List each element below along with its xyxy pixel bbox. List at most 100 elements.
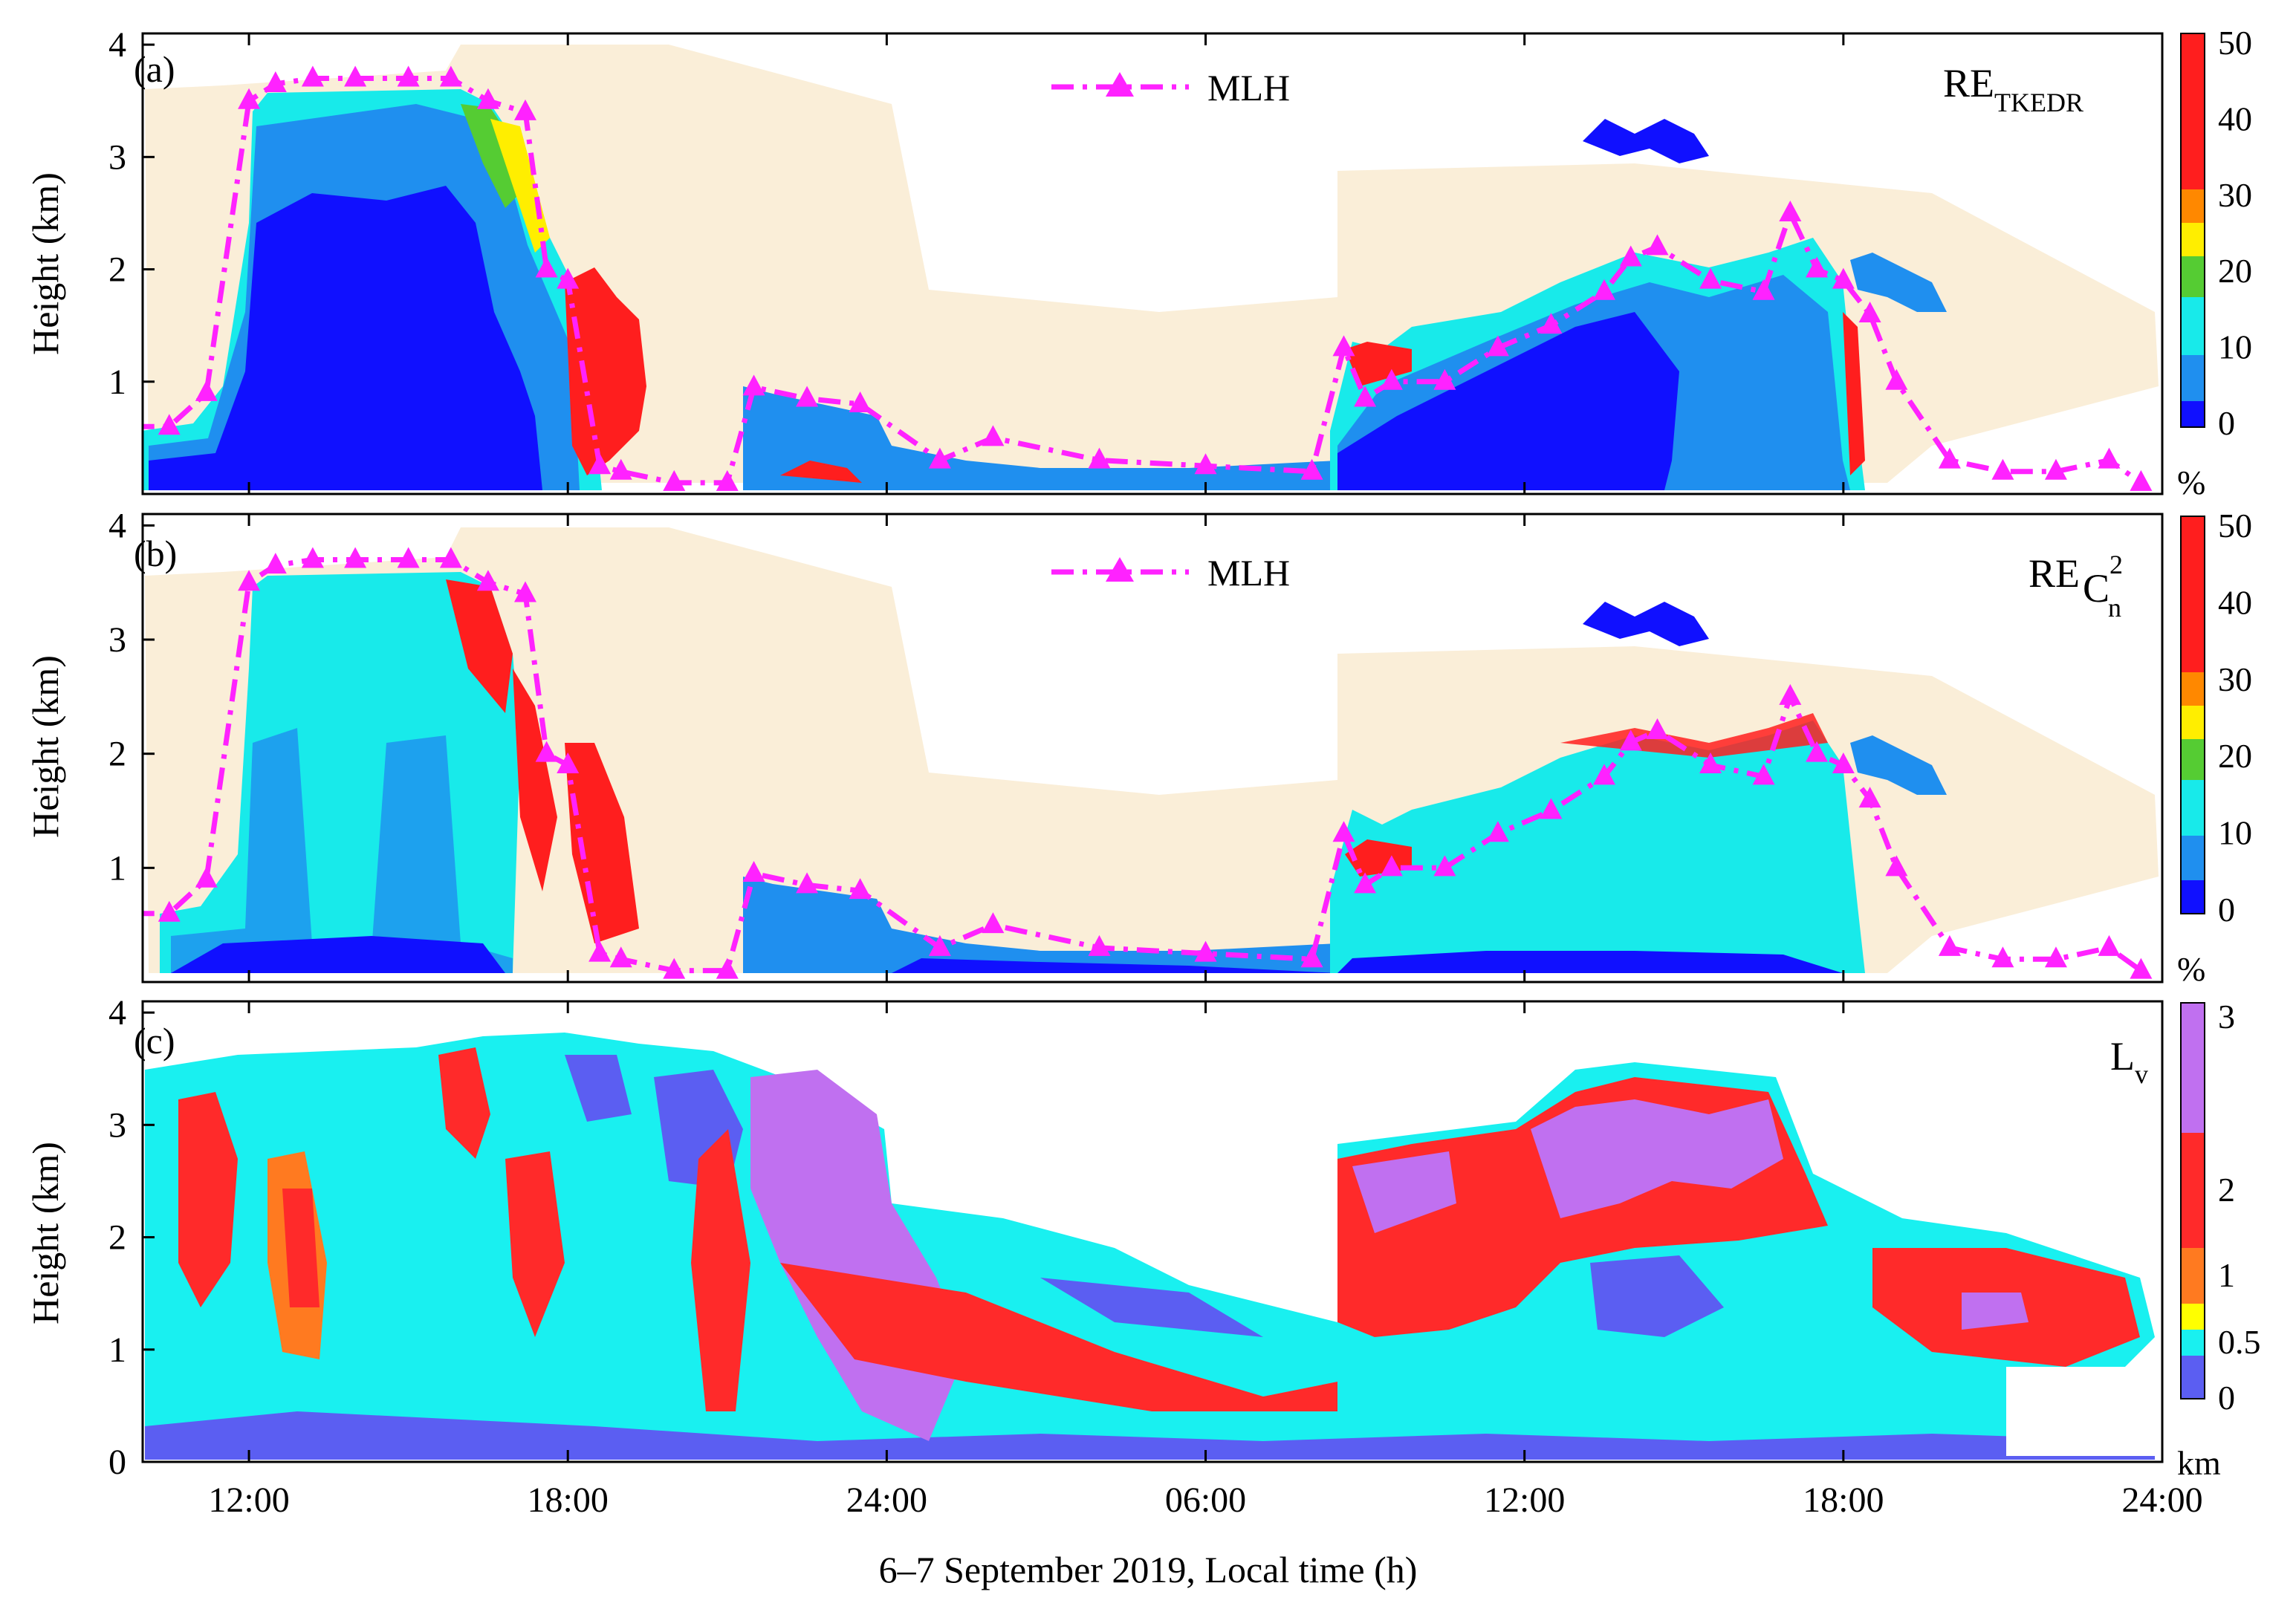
mlh-marker: [1300, 946, 1323, 968]
mlh-marker: [1300, 458, 1323, 480]
panel-a-mlh-line: [143, 76, 2143, 486]
y-tick-label: 2: [108, 735, 126, 774]
mlh-marker: [476, 88, 499, 109]
colorbar-tick-label: 2: [2218, 1171, 2235, 1209]
colorbar-tick-label: 40: [2218, 100, 2252, 137]
panel-a-ylabel: Height (km): [25, 172, 66, 355]
panel-c-variable-name: Lv: [2110, 1034, 2148, 1089]
mlh-marker: [264, 553, 287, 574]
mlh-marker: [1699, 267, 1722, 289]
mlh-marker: [1779, 683, 1802, 705]
mlh-marker: [928, 934, 951, 956]
mlh-marker: [195, 380, 218, 401]
panel-b-mlh-line: [143, 557, 2143, 974]
mlh-marker: [476, 570, 499, 591]
mlh-marker: [1752, 764, 1775, 785]
panel-b-legend-label: MLH: [1207, 552, 1290, 594]
x-axis-label: 6–7 September 2019, Local time (h): [879, 1549, 1418, 1590]
y-tick-label: 1: [108, 363, 126, 402]
y-tick-label: 3: [108, 1105, 126, 1145]
mlh-marker: [535, 741, 558, 762]
y-tick-label: 4: [108, 25, 126, 65]
panel-c-y-ticks: 0 1 2 3 4: [108, 993, 2164, 1482]
mlh-marker: [1540, 313, 1563, 334]
mlh-marker: [513, 99, 536, 120]
mlh-marker: [1619, 245, 1642, 267]
panel-c-heatmap: [145, 1033, 2155, 1460]
y-tick-label: 3: [108, 620, 126, 660]
panel-b-daytime-ml-2: [1330, 721, 1865, 973]
panel-b-ylabel: Height (km): [25, 655, 66, 838]
mlh-marker: [1380, 855, 1403, 877]
mlh-marker: [1354, 872, 1377, 894]
mlh-marker: [301, 65, 324, 87]
panel-c-x-ticks: 12:00 18:00 24:00 06:00 12:00 18:00 24:00: [208, 1480, 2202, 1520]
mlh-marker: [663, 469, 686, 491]
mlh-marker: [1433, 368, 1456, 390]
panel-a-mlh-markers: [121, 65, 2153, 491]
panel-a-legend-label: MLH: [1207, 67, 1290, 108]
colorbar-tick-label: 0: [2218, 1379, 2235, 1417]
mlh-marker: [238, 570, 261, 591]
y-tick-label: 4: [108, 993, 126, 1033]
x-tick-label: 24:00: [2121, 1480, 2202, 1520]
y-tick-label: 2: [108, 250, 126, 290]
mlh-marker: [397, 547, 420, 568]
panel-b: MLH (b) REC2 n Height (km) 1 2 3 4 0 10 20 30 40…: [25, 506, 2252, 988]
x-tick-label: 12:00: [208, 1480, 289, 1520]
mlh-marker: [609, 458, 632, 480]
panel-b-night-layer: [743, 877, 1337, 973]
mlh-marker: [609, 946, 632, 968]
mlh-marker: [557, 752, 580, 774]
mlh-marker: [1486, 821, 1509, 842]
colorbar-tick-label: 3: [2218, 998, 2235, 1036]
y-tick-label: 1: [108, 848, 126, 888]
mlh-marker: [439, 65, 462, 87]
mlh-marker: [982, 912, 1005, 934]
mlh-marker: [1832, 267, 1855, 289]
mlh-marker: [513, 581, 536, 602]
y-tick-label: 0: [108, 1443, 126, 1482]
mlh-marker: [1806, 741, 1829, 762]
mlh-marker: [1938, 934, 1961, 956]
mlh-marker: [796, 386, 819, 407]
mlh-marker: [264, 71, 287, 93]
panel-a-evening-red: [565, 267, 646, 475]
y-tick-label: 2: [108, 1218, 126, 1258]
panel-a-frame: [141, 32, 2164, 495]
mlh-marker: [742, 861, 765, 882]
mlh-marker: [535, 256, 558, 278]
y-tick-label: 3: [108, 137, 126, 177]
mlh-marker: [1088, 447, 1111, 469]
mlh-marker: [663, 958, 686, 979]
mlh-marker: [982, 425, 1005, 446]
mlh-marker: [1858, 787, 1881, 808]
panel-b-colorbar-unit: %: [2177, 950, 2205, 988]
x-tick-label: 18:00: [528, 1480, 609, 1520]
mlh-marker: [1858, 302, 1881, 323]
mlh-marker: [1938, 447, 1961, 469]
mlh-marker: [1991, 946, 2014, 968]
panel-a-upper-cloud: [1583, 119, 1709, 163]
panel-a-y-ticks: 1 2 3 4: [108, 25, 2164, 494]
x-tick-label: 06:00: [1165, 1480, 1246, 1520]
panel-a-colorbar-ticks: 0 10 20 30 40 50: [2218, 24, 2252, 442]
mlh-marker: [238, 88, 261, 109]
mlh-marker: [557, 267, 580, 289]
panel-a-night-layer: [743, 386, 1337, 490]
mlh-marker: [439, 547, 462, 568]
mlh-marker: [2044, 458, 2067, 480]
colorbar-tick-label: 1: [2218, 1256, 2235, 1294]
panel-c-label: (c): [134, 1020, 175, 1062]
mlh-marker: [1354, 386, 1377, 407]
mlh-marker: [2130, 469, 2153, 491]
mlh-marker: [121, 414, 143, 435]
panel-b-colorbar: [2180, 516, 2205, 914]
mlh-marker: [1832, 752, 1855, 774]
colorbar-tick-label: 40: [2218, 583, 2252, 621]
mlh-marker: [1806, 256, 1829, 278]
panel-c-colorbar-ticks: 0 0.5 1 2 3: [2218, 998, 2261, 1417]
mlh-marker: [2044, 946, 2067, 968]
panel-b-colorbar-ticks: 0 10 20 30 40 50: [2218, 507, 2252, 929]
mlh-marker: [1699, 752, 1722, 774]
